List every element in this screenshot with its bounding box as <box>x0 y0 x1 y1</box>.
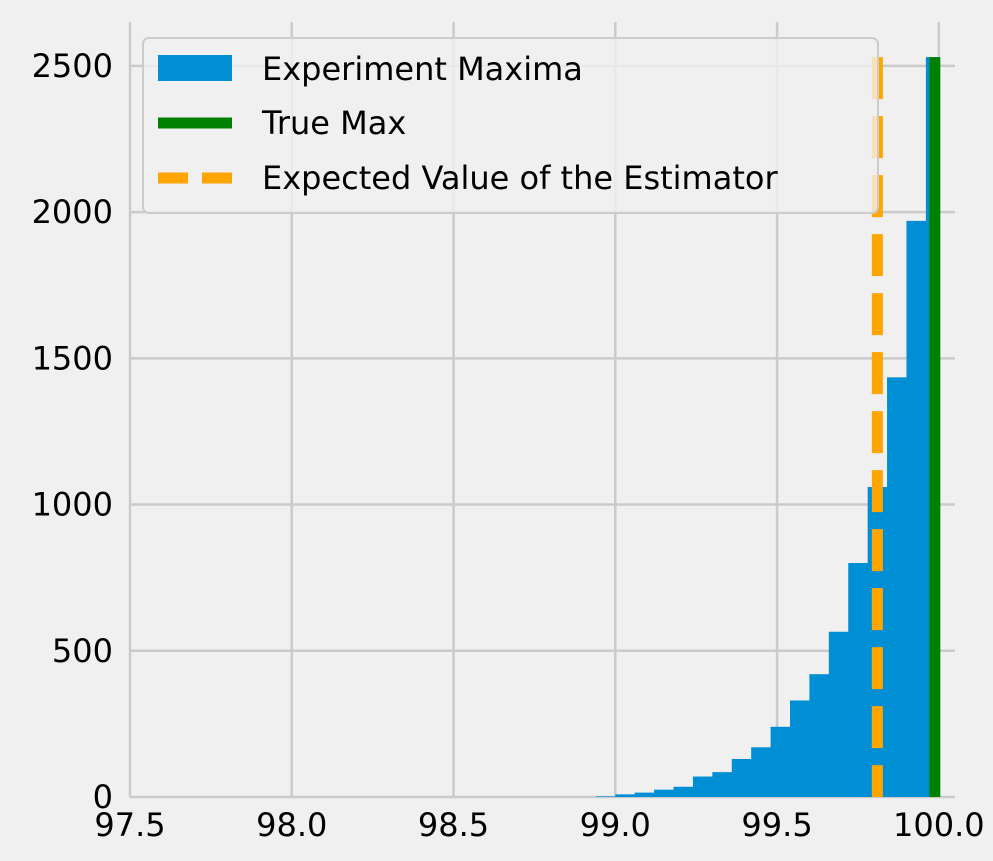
x-tick-labels: 97.5 98.0 98.5 99.0 99.5 100.0 <box>94 806 984 844</box>
histogram-bar <box>751 747 772 797</box>
x-tick-label: 99.0 <box>580 806 651 844</box>
histogram-bar <box>615 794 636 797</box>
histogram-bar <box>809 674 830 797</box>
histogram-bar <box>731 758 752 797</box>
legend-label-experiment-maxima: Experiment Maxima <box>262 50 583 88</box>
y-tick-label: 2000 <box>32 193 113 231</box>
x-tick-label: 99.5 <box>741 806 812 844</box>
histogram-bar <box>673 786 694 797</box>
x-tick-label: 97.5 <box>94 806 165 844</box>
y-tick-label: 0 <box>93 778 113 816</box>
histogram-bar <box>595 796 616 797</box>
histogram-bar <box>887 377 907 797</box>
histogram-bar <box>692 776 713 797</box>
y-tick-labels: 0 500 1000 1500 2000 2500 <box>32 47 113 816</box>
x-tick-label: 98.0 <box>256 806 327 844</box>
y-tick-label: 1000 <box>32 486 113 524</box>
legend-swatch-experiment-maxima <box>158 55 232 81</box>
histogram-bar <box>828 631 849 797</box>
y-tick-label: 2500 <box>32 47 113 85</box>
histogram-bar <box>634 792 655 797</box>
histogram-bar <box>848 563 869 797</box>
legend-label-true-max: True Max <box>261 104 406 142</box>
histogram-bar <box>906 220 927 797</box>
histogram-bar <box>790 700 810 797</box>
legend-frame <box>142 37 879 214</box>
legend: Experiment Maxima True Max Expected Valu… <box>142 37 879 214</box>
histogram-bar <box>712 772 733 797</box>
legend-label-expected-value: Expected Value of the Estimator <box>262 159 778 197</box>
histogram-bar <box>654 789 675 797</box>
x-tick-label: 100.0 <box>893 806 985 844</box>
x-tick-label: 98.5 <box>418 806 489 844</box>
y-tick-label: 500 <box>52 632 113 670</box>
y-tick-label: 1500 <box>32 339 113 377</box>
histogram-bar <box>770 726 791 797</box>
